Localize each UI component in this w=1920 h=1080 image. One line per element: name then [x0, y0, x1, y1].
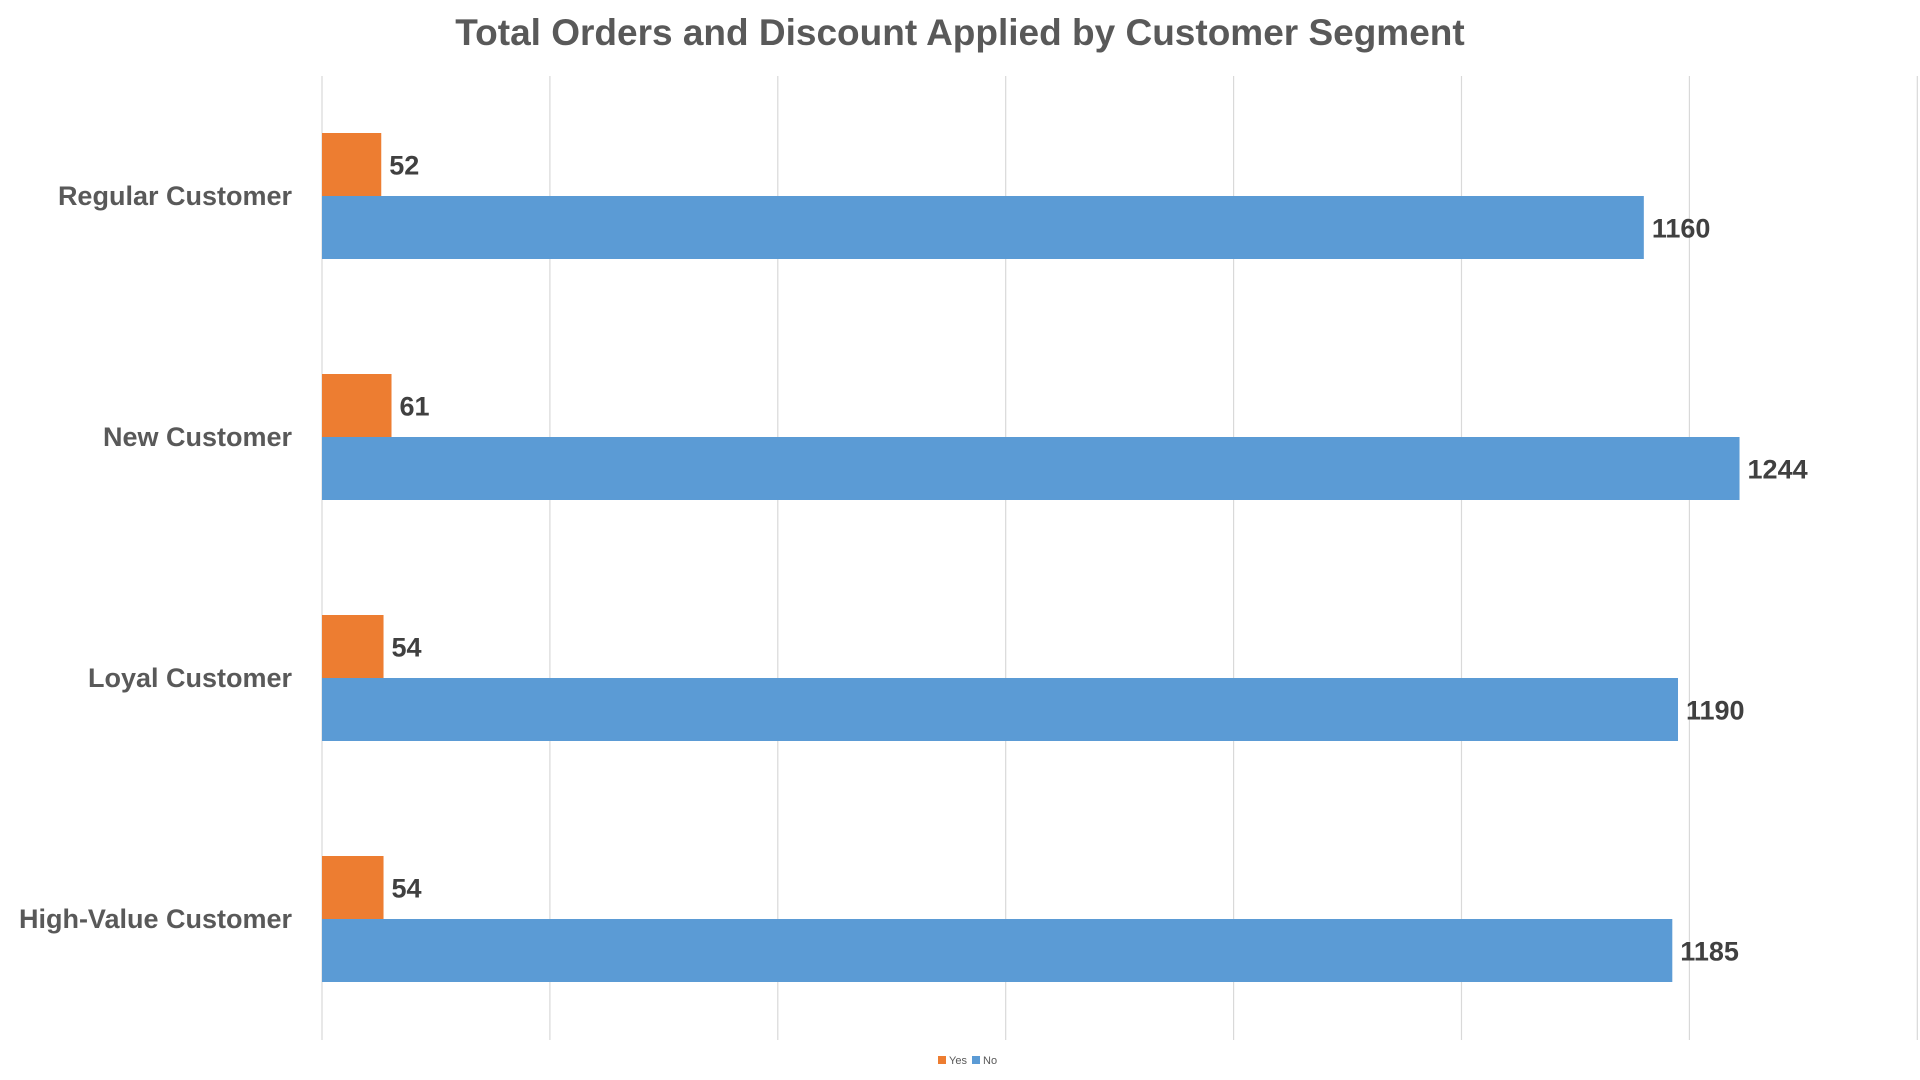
legend-swatch: [972, 1056, 980, 1064]
data-label: 54: [392, 874, 422, 904]
data-label: 61: [400, 392, 430, 422]
legend-swatch: [938, 1056, 946, 1064]
legend-label: No: [983, 1055, 997, 1067]
bar-no-regular-customer: [322, 196, 1644, 259]
data-label: 1185: [1680, 937, 1739, 967]
chart-title: Total Orders and Discount Applied by Cus…: [455, 12, 1465, 53]
category-label: Regular Customer: [58, 181, 293, 211]
data-label: 1190: [1686, 696, 1745, 726]
data-label: 54: [392, 633, 422, 663]
bar-no-loyal-customer: [322, 678, 1679, 741]
bar-yes-new-customer: [322, 374, 392, 437]
legend-label: Yes: [949, 1055, 967, 1067]
bar-no-new-customer: [322, 437, 1740, 500]
category-label: Loyal Customer: [88, 663, 293, 693]
bar-yes-loyal-customer: [322, 615, 384, 678]
category-label: High-Value Customer: [19, 904, 293, 934]
labels: Regular Customer 52 1160 New Customer 61 1244…: [19, 151, 1808, 967]
bar-yes-regular-customer: [322, 133, 382, 196]
bar-yes-high-value-customer: [322, 856, 384, 919]
bar-no-high-value-customer: [322, 919, 1673, 982]
legend: Yes No: [938, 1055, 997, 1067]
data-label: 52: [389, 151, 419, 181]
bars: [322, 133, 1740, 982]
data-label: 1244: [1748, 455, 1808, 485]
category-label: New Customer: [103, 422, 293, 452]
data-label: 1160: [1652, 214, 1711, 244]
